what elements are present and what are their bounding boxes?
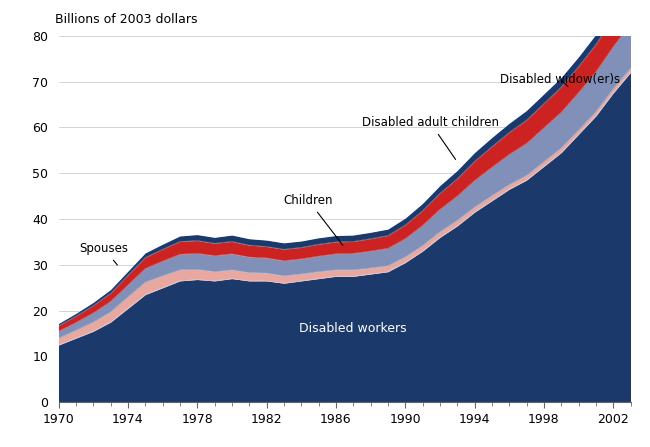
Text: Disabled workers: Disabled workers [300,322,407,336]
Text: Billions of 2003 dollars: Billions of 2003 dollars [55,13,198,26]
Text: Children: Children [284,194,343,245]
Text: Disabled adult children: Disabled adult children [362,116,499,160]
Text: Disabled widow(er)s: Disabled widow(er)s [500,73,621,87]
Text: Spouses: Spouses [79,242,128,265]
